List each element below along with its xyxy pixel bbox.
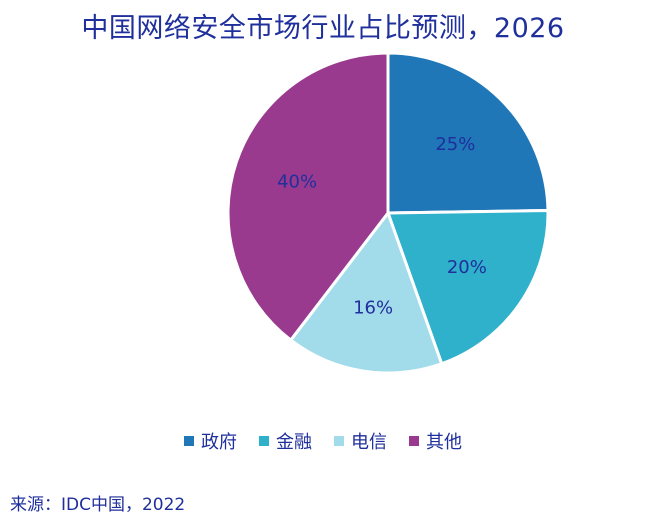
legend-swatch: [259, 436, 269, 446]
chart-title: 中国网络安全市场行业占比预测，2026: [81, 13, 565, 44]
slice-data-label: 40%: [277, 172, 317, 193]
legend-label: 其他: [426, 432, 462, 453]
pie-slice: [386, 51, 550, 215]
pie-slice: [289, 211, 444, 375]
slice-data-label: 25%: [435, 134, 475, 155]
legend-swatch: [334, 436, 344, 446]
pie-chart: 25% 20% 16% 40%: [226, 51, 550, 375]
legend-item-dianxin: 电信: [334, 428, 387, 454]
legend-item-zhengfu: 政府: [184, 428, 237, 454]
legend-item-qita: 其他: [409, 428, 462, 454]
slice-data-label: 16%: [353, 297, 393, 318]
legend-swatch: [409, 436, 419, 446]
legend-label: 政府: [201, 432, 237, 453]
slice-data-label: 20%: [447, 257, 487, 278]
legend: 政府 金融 电信 其他: [0, 428, 646, 454]
pie-slice: [226, 51, 390, 342]
source-note: 来源：IDC中国，2022: [10, 495, 186, 515]
legend-item-jinrong: 金融: [259, 428, 312, 454]
legend-label: 电信: [351, 432, 387, 453]
legend-swatch: [184, 436, 194, 446]
pie-slice: [386, 209, 550, 366]
legend-label: 金融: [276, 432, 312, 453]
